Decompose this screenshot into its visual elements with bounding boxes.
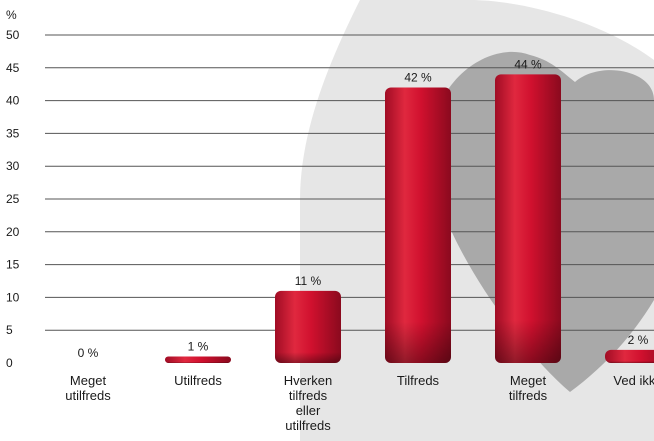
bar-shade <box>495 74 561 364</box>
data-label: 2 % <box>628 333 649 347</box>
category-label-line: eller <box>296 403 321 418</box>
y-tick-label: 45 <box>6 61 20 75</box>
category-label-line: utilfreds <box>65 388 111 403</box>
category-label-line: Ved ikke <box>613 373 654 388</box>
y-tick-label: 0 <box>6 356 13 370</box>
category-label-line: Tilfreds <box>397 373 440 388</box>
category-label-line: utilfreds <box>285 418 331 433</box>
data-label: 42 % <box>404 70 432 84</box>
category-label: Meget utilfreds <box>65 373 111 403</box>
data-label: 44 % <box>514 57 542 71</box>
bar-shade <box>385 87 451 363</box>
bar-shade <box>605 349 654 363</box>
category-label-line: Hverken <box>284 373 332 388</box>
category-label-line: tilfreds <box>509 388 548 403</box>
data-label: 0 % <box>78 346 99 360</box>
category-label-line: Utilfreds <box>174 373 222 388</box>
y-tick-label: 35 <box>6 126 20 140</box>
category-label: Tilfreds <box>397 373 440 388</box>
data-label: 11 % <box>295 274 322 288</box>
data-labels: 0 % 1 % 11 % 42 % 44 % 2 % <box>78 57 649 360</box>
category-label: Meget tilfreds <box>509 373 548 403</box>
category-label-line: tilfreds <box>289 388 328 403</box>
y-tick-label: 30 <box>6 159 20 173</box>
bar-shade <box>165 356 231 363</box>
data-label: 1 % <box>188 339 209 353</box>
y-tick-label: 50 <box>6 28 20 42</box>
y-axis-unit-label: % <box>6 8 17 22</box>
category-label: Hverken tilfreds eller utilfreds <box>284 373 332 433</box>
category-label: Ved ikke <box>613 373 654 388</box>
y-tick-label: 40 <box>6 94 20 108</box>
category-label: Utilfreds <box>174 373 222 388</box>
category-label-line: Meget <box>510 373 547 388</box>
y-tick-label: 15 <box>6 258 20 272</box>
y-tick-label: 25 <box>6 192 20 206</box>
y-tick-label: 20 <box>6 225 20 239</box>
y-axis-tick-labels: 0 5 10 15 20 25 30 35 40 45 50 <box>6 28 20 370</box>
bars <box>165 74 654 364</box>
bar-shade <box>275 290 341 363</box>
y-tick-label: 5 <box>6 323 13 337</box>
category-label-line: Meget <box>70 373 107 388</box>
y-tick-label: 10 <box>6 290 20 304</box>
